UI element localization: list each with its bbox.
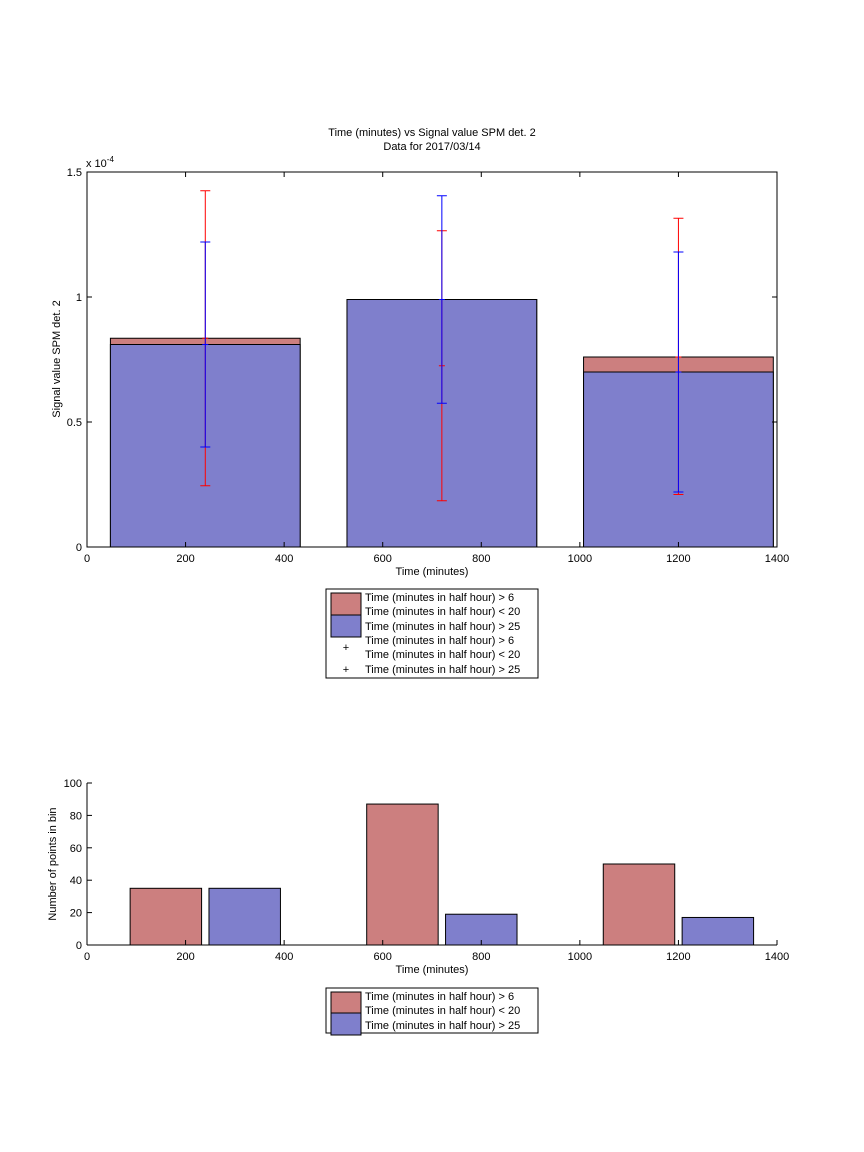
x-axis-label: Time (minutes) [396,566,469,578]
legend-label: Time (minutes in half hour) > 6 [365,991,514,1003]
y-tick-label: 1.5 [67,167,82,179]
y-exponent-label: x 10-4 [86,155,114,170]
signal-axes-frame [86,171,778,548]
count-bar-blue [681,916,755,946]
legend-label: Time (minutes in half hour) > 6 [365,592,514,604]
y-axis-label: Number of points in bin [47,807,59,920]
legend-label: Time (minutes in half hour) > 25 [365,621,520,633]
chart-title: Time (minutes) vs Signal value SPM det. … [328,127,535,139]
signal-axis-ticks: 0 200 400 600 800 1000 1200 1400 0 0.5 1 1.5 [67,167,790,565]
x-tick-label: 200 [176,553,194,565]
legend-label: Time (minutes in half hour) < 20 [365,1005,520,1017]
error-bar-blue [673,251,684,493]
x-tick-label: 1200 [666,951,690,963]
x-tick-label: 800 [472,553,490,565]
error-bar-blue [200,241,211,448]
x-tick-label: 400 [275,951,293,963]
x-tick-label: 0 [84,553,90,565]
signal-chart: Time (minutes) vs Signal value SPM det. … [51,127,790,679]
x-axis-label: Time (minutes) [396,964,469,976]
x-tick-label: 600 [374,951,392,963]
signal-legend: Time (minutes in half hour) > 6 Time (mi… [325,588,539,679]
x-tick-label: 200 [176,951,194,963]
count-bar-red [366,803,439,946]
legend-swatch-red-bar [330,592,362,616]
x-tick-label: 1400 [765,951,789,963]
count-bar-red [129,887,203,946]
y-tick-label: 60 [70,843,82,855]
x-tick-label: 600 [374,553,392,565]
x-tick-label: 800 [472,951,490,963]
count-bar-blue [445,913,518,946]
legend-label: Time (minutes in half hour) > 25 [365,664,520,676]
y-tick-label: 0.5 [67,417,82,429]
chart-subtitle: Data for 2017/03/14 [383,141,480,153]
x-tick-label: 1400 [765,553,789,565]
error-bar-blue [436,195,447,404]
y-tick-label: 0 [76,940,82,952]
legend-label: Time (minutes in half hour) < 20 [365,649,520,661]
y-tick-label: 40 [70,875,82,887]
y-tick-label: 20 [70,908,82,920]
y-tick-label: 100 [64,778,82,790]
legend-swatch-blue-bar [330,1012,362,1036]
count-legend: Time (minutes in half hour) > 6 Time (mi… [325,987,539,1036]
legend-label: Time (minutes in half hour) < 20 [365,606,520,618]
x-tick-label: 1000 [568,951,592,963]
legend-marker-red-plus: + [343,642,349,654]
count-plot-area [129,803,755,946]
legend-swatch-blue-bar [330,614,362,638]
y-axis-label: Signal value SPM det. 2 [51,300,63,417]
count-bar-red [602,863,676,946]
x-tick-label: 1200 [666,553,690,565]
x-tick-label: 0 [84,951,90,963]
y-tick-label: 1 [76,292,82,304]
count-bar-blue [208,887,281,946]
x-tick-label: 400 [275,553,293,565]
legend-label: Time (minutes in half hour) > 6 [365,635,514,647]
count-axis-ticks: 0 200 400 600 800 1000 1200 1400 0 20 40 60 80 100 [64,778,790,963]
signal-plot-area [109,190,774,548]
legend-label: Time (minutes in half hour) > 25 [365,1020,520,1032]
y-tick-label: 80 [70,810,82,822]
x-tick-label: 1000 [568,553,592,565]
count-chart: 0 200 400 600 800 1000 1200 1400 0 20 40 60 80 100 Ti… [47,778,790,1036]
legend-swatch-red-bar [330,991,362,1015]
y-tick-label: 0 [76,542,82,554]
legend-marker-blue-plus: + [343,664,349,676]
